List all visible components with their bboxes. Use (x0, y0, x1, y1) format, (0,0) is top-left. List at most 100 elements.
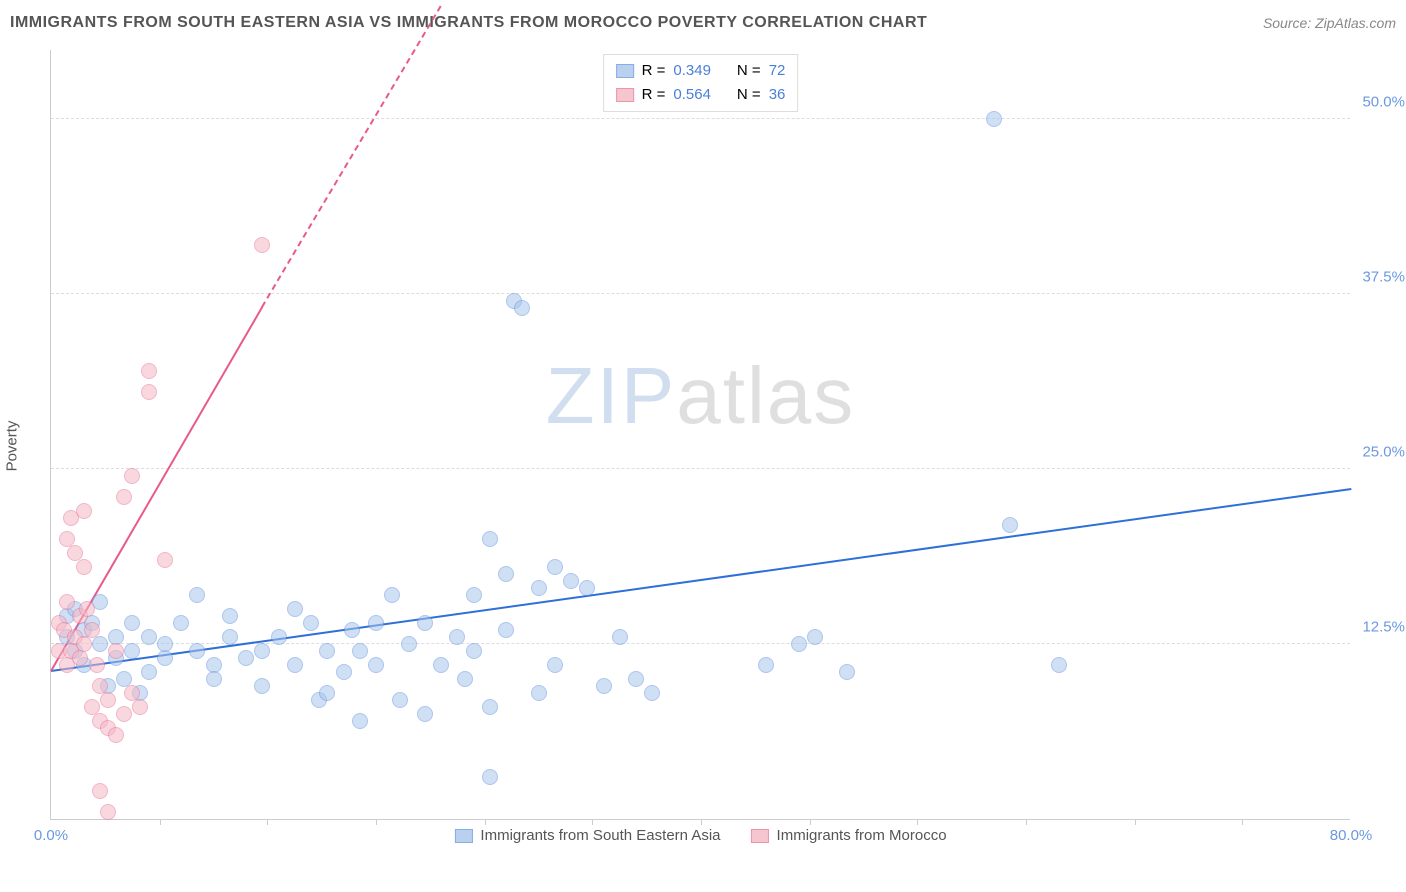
data-point-sea (344, 622, 360, 638)
data-point-sea (498, 622, 514, 638)
y-tick-label: 50.0% (1362, 94, 1405, 111)
data-point-morocco (100, 692, 116, 708)
data-point-sea (222, 629, 238, 645)
data-point-sea (222, 608, 238, 624)
data-point-sea (254, 643, 270, 659)
x-tick (1026, 819, 1027, 825)
n-label-morocco: N = (737, 83, 761, 107)
x-tick (485, 819, 486, 825)
swatch-morocco (616, 88, 634, 102)
data-point-sea (644, 685, 660, 701)
data-point-sea (336, 664, 352, 680)
gridline (51, 468, 1350, 469)
data-point-morocco (132, 699, 148, 715)
data-point-sea (287, 657, 303, 673)
x-tick (160, 819, 161, 825)
data-point-sea (206, 671, 222, 687)
legend-item-sea: Immigrants from South Eastern Asia (454, 827, 720, 844)
data-point-sea (124, 615, 140, 631)
data-point-sea (563, 573, 579, 589)
data-point-sea (482, 699, 498, 715)
swatch-sea (616, 64, 634, 78)
series-legend: Immigrants from South Eastern Asia Immig… (454, 827, 946, 844)
legend-row-morocco: R = 0.564 N = 36 (616, 83, 786, 107)
data-point-sea (482, 769, 498, 785)
data-point-sea (1002, 517, 1018, 533)
legend-label-morocco: Immigrants from Morocco (777, 827, 947, 844)
x-tick-label: 0.0% (34, 827, 68, 844)
data-point-morocco (116, 706, 132, 722)
data-point-sea (417, 706, 433, 722)
data-point-morocco (141, 363, 157, 379)
y-tick-label: 12.5% (1362, 619, 1405, 636)
data-point-sea (189, 587, 205, 603)
data-point-sea (807, 629, 823, 645)
data-point-morocco (89, 657, 105, 673)
x-tick (810, 819, 811, 825)
y-axis-label: Poverty (4, 421, 21, 472)
data-point-sea (92, 636, 108, 652)
data-point-sea (547, 657, 563, 673)
swatch-sea-icon (454, 829, 472, 843)
data-point-sea (352, 713, 368, 729)
scatter-chart: ZIPatlas R = 0.349 N = 72 R = 0.564 N = … (50, 50, 1350, 820)
gridline (51, 118, 1350, 119)
data-point-sea (986, 111, 1002, 127)
data-point-sea (271, 629, 287, 645)
data-point-sea (141, 629, 157, 645)
data-point-sea (303, 615, 319, 631)
r-label-morocco: R = (642, 83, 666, 107)
r-value-sea: 0.349 (673, 59, 711, 83)
data-point-morocco (157, 552, 173, 568)
x-tick (376, 819, 377, 825)
data-point-sea (368, 657, 384, 673)
data-point-morocco (124, 468, 140, 484)
data-point-morocco (100, 804, 116, 820)
watermark: ZIPatlas (546, 350, 855, 442)
data-point-morocco (116, 489, 132, 505)
data-point-morocco (72, 650, 88, 666)
data-point-morocco (76, 503, 92, 519)
data-point-morocco (108, 727, 124, 743)
y-tick-label: 37.5% (1362, 269, 1405, 286)
data-point-sea (758, 657, 774, 673)
data-point-sea (579, 580, 595, 596)
data-point-morocco (84, 622, 100, 638)
n-value-morocco: 36 (769, 83, 786, 107)
data-point-sea (791, 636, 807, 652)
data-point-sea (498, 566, 514, 582)
legend-item-morocco: Immigrants from Morocco (751, 827, 947, 844)
data-point-sea (124, 643, 140, 659)
x-tick (267, 819, 268, 825)
legend-row-sea: R = 0.349 N = 72 (616, 59, 786, 83)
r-label-sea: R = (642, 59, 666, 83)
data-point-sea (368, 615, 384, 631)
watermark-atlas: atlas (676, 351, 855, 440)
data-point-sea (157, 636, 173, 652)
legend-label-sea: Immigrants from South Eastern Asia (480, 827, 720, 844)
n-label-sea: N = (737, 59, 761, 83)
data-point-sea (466, 587, 482, 603)
data-point-sea (384, 587, 400, 603)
data-point-sea (401, 636, 417, 652)
data-point-morocco (79, 601, 95, 617)
gridline (51, 293, 1350, 294)
trend-line-sea (51, 488, 1351, 672)
data-point-sea (238, 650, 254, 666)
data-point-morocco (108, 643, 124, 659)
data-point-sea (189, 643, 205, 659)
trend-line-dash-morocco (261, 6, 441, 308)
data-point-sea (531, 580, 547, 596)
x-tick (917, 819, 918, 825)
y-tick-label: 25.0% (1362, 444, 1405, 461)
data-point-morocco (92, 783, 108, 799)
data-point-morocco (59, 594, 75, 610)
x-tick (1135, 819, 1136, 825)
data-point-sea (433, 657, 449, 673)
x-tick (592, 819, 593, 825)
data-point-sea (612, 629, 628, 645)
correlation-legend: R = 0.349 N = 72 R = 0.564 N = 36 (603, 54, 799, 112)
x-tick (701, 819, 702, 825)
data-point-sea (514, 300, 530, 316)
data-point-sea (417, 615, 433, 631)
